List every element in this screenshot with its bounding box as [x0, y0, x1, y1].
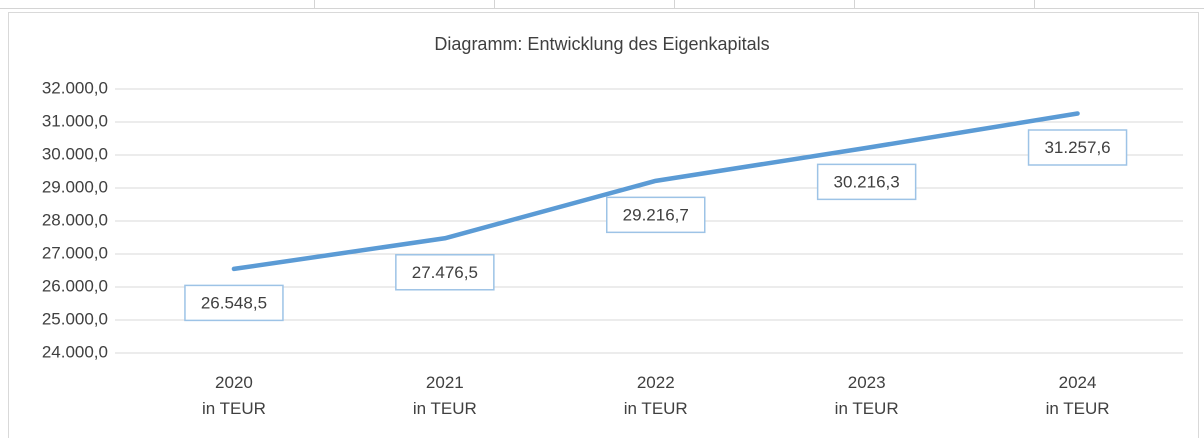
y-tick-label: 31.000,0: [42, 111, 108, 130]
y-tick-label: 28.000,0: [42, 210, 108, 229]
data-label-box: [1027, 129, 1128, 166]
line-series: [231, 111, 1080, 272]
x-tick-label: 2024 in TEUR: [1046, 373, 1110, 418]
data-label: 31.257,6: [1044, 138, 1110, 157]
y-tick-label: 27.000,0: [42, 243, 108, 262]
y-tick-label: 26.000,0: [42, 276, 108, 295]
data-label: 27.476,5: [412, 263, 478, 282]
chart-title: Diagramm: Entwicklung des Eigenkapitals: [434, 34, 769, 54]
y-tick-label: 32.000,0: [42, 78, 108, 97]
data-label-box: [606, 196, 706, 234]
chart-frame: [8, 12, 1199, 438]
y-tick-label: 25.000,0: [42, 309, 108, 328]
y-tick-label: 30.000,0: [42, 144, 108, 163]
y-tick-label: 24.000,0: [42, 342, 108, 361]
x-tick-label: 2023 in TEUR: [835, 373, 899, 418]
data-label-box: [395, 254, 495, 291]
x-tick-label: 2020 in TEUR: [202, 373, 266, 418]
x-tick-label: 2022 in TEUR: [624, 373, 688, 418]
y-tick-label: 29.000,0: [42, 177, 108, 196]
data-label-box: [184, 284, 284, 322]
x-tick-label: 2021 in TEUR: [413, 373, 477, 418]
data-label: 26.548,5: [201, 293, 267, 312]
data-label: 29.216,7: [623, 205, 689, 224]
data-label-box: [816, 163, 917, 201]
data-label: 30.216,3: [834, 172, 900, 191]
sheet-cells: [0, 0, 1204, 9]
